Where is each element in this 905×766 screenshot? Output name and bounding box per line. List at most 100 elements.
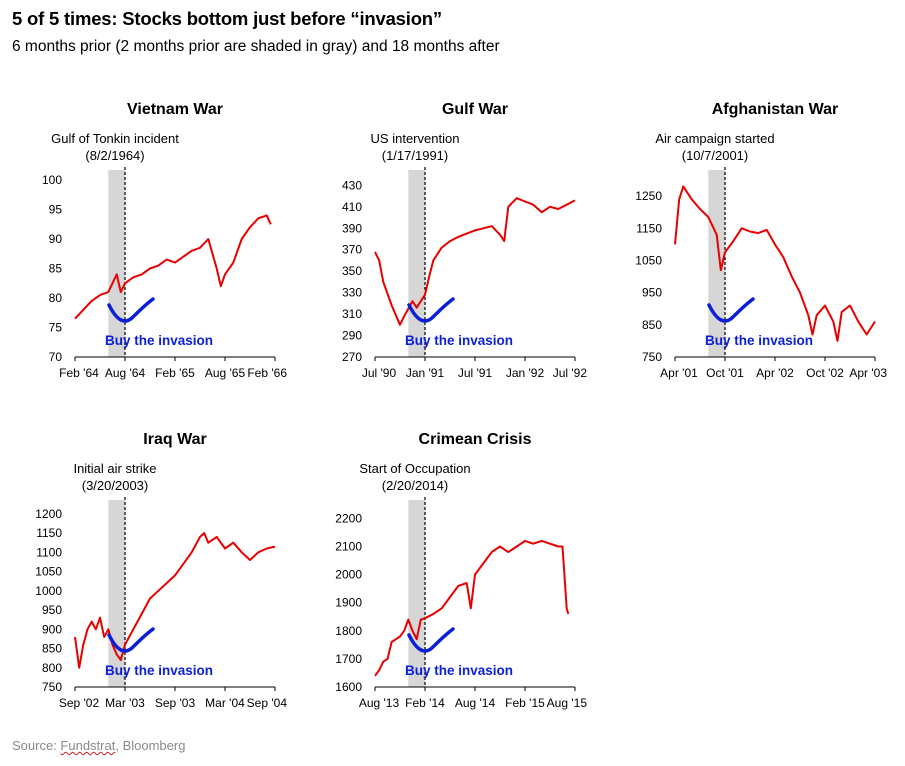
source-note: Source: Fundstrat, Bloomberg xyxy=(12,738,185,753)
x-tick-label: Feb '64 xyxy=(59,366,99,380)
annotation-text: Buy the invasion xyxy=(405,663,513,678)
event-date: (8/2/1964) xyxy=(85,148,144,163)
x-tick-label: Jul '92 xyxy=(553,366,588,380)
x-tick-label: Feb '15 xyxy=(505,696,545,710)
source-rest: , Bloomberg xyxy=(115,738,186,753)
annotation-text: Buy the invasion xyxy=(405,333,513,348)
event-label: Gulf of Tonkin incident xyxy=(51,131,179,146)
x-tick-label: Sep '04 xyxy=(247,696,288,710)
event-date: (3/20/2003) xyxy=(82,478,149,493)
page-title: 5 of 5 times: Stocks bottom just before … xyxy=(12,8,442,29)
chart-title: Afghanistan War xyxy=(712,101,839,118)
annotation-curve xyxy=(407,627,455,653)
y-tick-label: 2100 xyxy=(335,540,362,554)
y-tick-label: 750 xyxy=(642,350,662,364)
shaded-period xyxy=(108,170,125,357)
chart-vietnam-war: Vietnam War Gulf of Tonkin incident (8/2/1… xyxy=(42,101,287,380)
x-tick-label: Feb '14 xyxy=(405,696,445,710)
x-tick-label: Aug '64 xyxy=(105,366,146,380)
annotation-text: Buy the invasion xyxy=(105,333,213,348)
x-tick-label: Mar '03 xyxy=(105,696,145,710)
annotation-curve xyxy=(107,627,155,653)
price-line-afghanistan-war xyxy=(674,185,876,342)
chart-gulf-war: Gulf War US intervention (1/17/1991) 270 290… xyxy=(342,101,588,380)
chart-afghanistan-war: Afghanistan War Air campaign started (10/7… xyxy=(635,101,887,380)
y-tick-label: 410 xyxy=(342,200,362,214)
y-tick-label: 1700 xyxy=(335,652,362,666)
y-tick-label: 290 xyxy=(342,329,362,343)
y-tick-label: 1900 xyxy=(335,596,362,610)
chart-title: Vietnam War xyxy=(127,101,223,118)
x-tick-label: Jul '91 xyxy=(458,366,493,380)
y-tick-label: 950 xyxy=(42,603,62,617)
y-tick-label: 370 xyxy=(342,243,362,257)
y-tick-label: 750 xyxy=(42,680,62,694)
event-label: Air campaign started xyxy=(655,131,774,146)
annotation-text: Buy the invasion xyxy=(705,333,813,348)
event-label: Initial air strike xyxy=(73,461,156,476)
y-tick-label: 95 xyxy=(49,203,63,217)
x-tick-label: Sep '03 xyxy=(155,696,196,710)
y-tick-label: 1800 xyxy=(335,624,362,638)
y-tick-label: 100 xyxy=(42,173,62,187)
price-line-crimean-crisis xyxy=(374,539,570,677)
event-label: Start of Occupation xyxy=(359,461,470,476)
x-tick-label: Oct '02 xyxy=(806,366,844,380)
x-tick-label: Apr '01 xyxy=(660,366,698,380)
x-tick-label: Aug '13 xyxy=(359,696,400,710)
y-tick-label: 270 xyxy=(342,350,362,364)
y-tick-label: 310 xyxy=(342,307,362,321)
y-tick-label: 900 xyxy=(42,622,62,636)
shaded-period xyxy=(108,500,125,687)
shaded-period xyxy=(408,500,425,687)
x-tick-label: Apr '03 xyxy=(849,366,887,380)
y-tick-label: 1600 xyxy=(335,680,362,694)
y-tick-label: 90 xyxy=(49,232,63,246)
chart-iraq-war: Iraq War Initial air strike (3/20/2003) 750… xyxy=(35,431,288,710)
chart-title: Gulf War xyxy=(442,101,508,118)
y-tick-label: 1000 xyxy=(35,584,62,598)
event-label: US intervention xyxy=(371,131,460,146)
y-tick-label: 800 xyxy=(42,661,62,675)
y-tick-label: 430 xyxy=(342,178,362,192)
y-tick-label: 1100 xyxy=(36,545,62,559)
chart-title: Iraq War xyxy=(143,431,206,448)
price-line-iraq-war xyxy=(74,532,276,669)
y-tick-label: 2000 xyxy=(335,568,362,582)
x-tick-label: Feb '66 xyxy=(247,366,287,380)
x-tick-label: Aug '14 xyxy=(455,696,496,710)
x-tick-label: Mar '04 xyxy=(205,696,245,710)
y-tick-label: 80 xyxy=(49,291,63,305)
y-tick-label: 2200 xyxy=(335,511,362,525)
source-prefix: Source: xyxy=(12,738,61,753)
page-subtitle: 6 months prior (2 months prior are shade… xyxy=(12,38,500,55)
y-tick-label: 85 xyxy=(49,262,63,276)
x-tick-label: Jan '92 xyxy=(506,366,545,380)
y-tick-label: 1050 xyxy=(35,565,62,579)
y-tick-label: 330 xyxy=(342,286,362,300)
y-tick-label: 350 xyxy=(342,264,362,278)
y-tick-label: 950 xyxy=(642,286,662,300)
x-tick-label: Feb '65 xyxy=(155,366,195,380)
annotation-curve xyxy=(707,297,755,323)
annotation-curve xyxy=(107,297,155,323)
y-tick-label: 1150 xyxy=(636,221,662,235)
shaded-period xyxy=(408,170,425,357)
y-tick-label: 850 xyxy=(42,642,62,656)
chart-title: Crimean Crisis xyxy=(419,431,532,448)
y-tick-label: 390 xyxy=(342,221,362,235)
event-date: (1/17/1991) xyxy=(382,148,449,163)
y-tick-label: 1200 xyxy=(35,507,62,521)
x-tick-label: Sep '02 xyxy=(59,696,100,710)
price-line-vietnam-war xyxy=(74,214,272,320)
x-tick-label: Aug '15 xyxy=(547,696,588,710)
y-tick-label: 1250 xyxy=(635,189,662,203)
chart-crimean-crisis: Crimean Crisis Start of Occupation (2/20/2… xyxy=(335,431,588,710)
price-line-gulf-war xyxy=(374,197,576,326)
source-fundstrat-link[interactable]: Fundstrat xyxy=(60,738,116,753)
x-tick-label: Jan '91 xyxy=(406,366,445,380)
event-date: (10/7/2001) xyxy=(682,148,749,163)
y-tick-label: 75 xyxy=(49,321,63,335)
y-tick-label: 70 xyxy=(49,350,63,364)
annotation-text: Buy the invasion xyxy=(105,663,213,678)
